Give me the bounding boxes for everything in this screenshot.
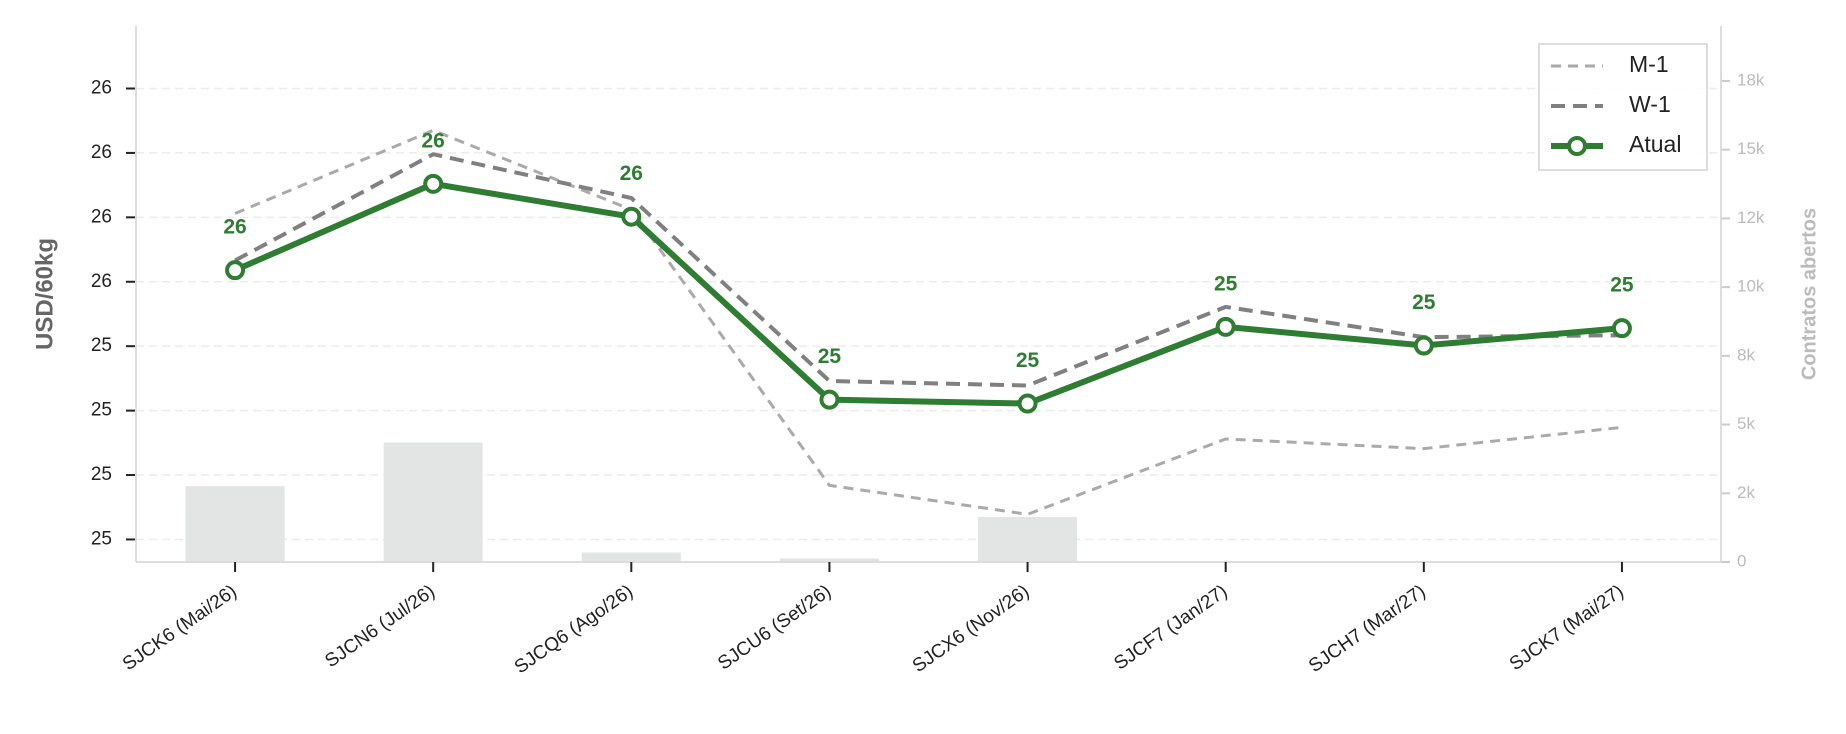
value-label: 25 bbox=[1214, 272, 1238, 295]
y-tick-label: 25 bbox=[91, 528, 112, 549]
legend-label: W-1 bbox=[1629, 91, 1671, 117]
y-tick-label: 26 bbox=[91, 271, 112, 292]
x-tick-label: SJCN6 (Jul/26) bbox=[321, 581, 439, 672]
x-tick-label: SJCX6 (Nov/26) bbox=[909, 581, 1033, 677]
y-tick-label: 26 bbox=[91, 206, 112, 227]
y2-tick-label: 12k bbox=[1737, 208, 1765, 227]
point-marker bbox=[1017, 393, 1038, 414]
legend-box bbox=[1538, 43, 1708, 171]
y-tick-label: 25 bbox=[91, 464, 112, 485]
value-label: 25 bbox=[1016, 349, 1040, 372]
open-interest-bar bbox=[383, 442, 483, 562]
point-marker bbox=[1413, 335, 1434, 356]
series-line bbox=[234, 128, 1623, 516]
legend-label: Atual bbox=[1629, 131, 1681, 157]
x-tick-label: SJCH7 (Mar/27) bbox=[1305, 581, 1429, 677]
value-label: 25 bbox=[1610, 274, 1634, 297]
y2-tick-label: 5k bbox=[1737, 414, 1755, 433]
x-tick-label: SJCK7 (Mai/27) bbox=[1506, 581, 1628, 675]
y2-axis-label: Contratos abertos bbox=[1798, 208, 1820, 380]
y-tick-label: 25 bbox=[91, 400, 112, 421]
legend-marker bbox=[1567, 136, 1587, 156]
y-tick-label: 26 bbox=[91, 78, 112, 99]
x-tick-label: SJCK6 (Mai/26) bbox=[119, 581, 241, 675]
value-label: 25 bbox=[818, 345, 842, 368]
series-line bbox=[234, 152, 1622, 388]
point-marker bbox=[1215, 316, 1236, 337]
point-marker bbox=[621, 206, 642, 227]
value-label: 26 bbox=[620, 162, 643, 185]
value-label: 25 bbox=[1412, 291, 1436, 314]
value-label: 26 bbox=[223, 216, 246, 239]
open-interest-bar bbox=[185, 486, 285, 562]
legend-label: M-1 bbox=[1629, 51, 1669, 77]
open-interest-bar bbox=[779, 558, 879, 562]
open-interest-bar bbox=[581, 552, 681, 562]
x-tick-label: SJCU6 (Set/26) bbox=[714, 581, 835, 675]
value-label: 26 bbox=[422, 129, 445, 152]
y2-tick-label: 0 bbox=[1737, 551, 1746, 570]
y2-tick-label: 8k bbox=[1737, 345, 1755, 364]
series-line bbox=[233, 180, 1623, 407]
y2-tick-label: 2k bbox=[1737, 483, 1755, 502]
y2-tick-label: 15k bbox=[1737, 139, 1765, 158]
point-marker bbox=[1611, 318, 1632, 339]
point-marker bbox=[423, 173, 444, 194]
y2-tick-label: 10k bbox=[1737, 277, 1765, 296]
y-tick-label: 25 bbox=[91, 335, 112, 356]
y2-tick-label: 18k bbox=[1737, 70, 1765, 89]
point-marker bbox=[225, 260, 246, 281]
x-tick-label: SJCQ6 (Ago/26) bbox=[511, 581, 637, 678]
point-marker bbox=[819, 389, 840, 410]
y-axis-label: USD/60kg bbox=[31, 238, 58, 350]
x-tick-label: SJCF7 (Jan/27) bbox=[1110, 581, 1231, 675]
open-interest-bar bbox=[978, 516, 1078, 562]
y-tick-label: 26 bbox=[91, 142, 112, 163]
